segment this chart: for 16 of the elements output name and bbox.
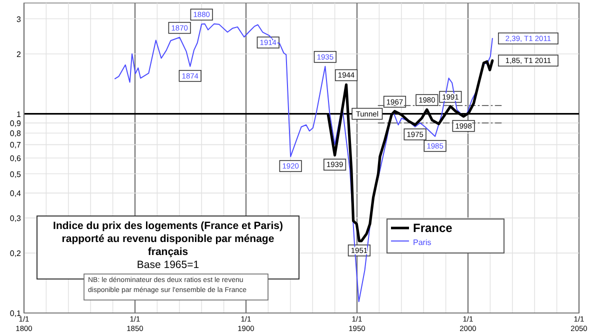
y-tick-label: 0,2 xyxy=(10,249,22,258)
legend-label: Paris xyxy=(413,238,432,247)
text: Base 1965=1 xyxy=(136,259,200,271)
text: Indice du prix des logements (France et Paris) rapporté au revenu disponible par ménage français xyxy=(53,220,283,258)
y-tick-label: 0,8 xyxy=(10,129,22,138)
y-tick-label: 0,5 xyxy=(10,170,22,179)
y-tick-label: 0,3 xyxy=(10,214,22,223)
y-tick-label: 2 xyxy=(16,50,22,59)
y-tick-label: 0,4 xyxy=(10,189,22,198)
y-tick-label: 0,6 xyxy=(10,154,22,163)
y-tick-label: 3 xyxy=(16,14,22,24)
legend-label: France xyxy=(413,221,453,235)
y-tick-label: 0,9 xyxy=(10,118,22,128)
y-tick-label: 0,1 xyxy=(10,309,22,318)
y-tick-label: 0,7 xyxy=(10,140,22,150)
y-tick-label: 1 xyxy=(16,110,22,119)
